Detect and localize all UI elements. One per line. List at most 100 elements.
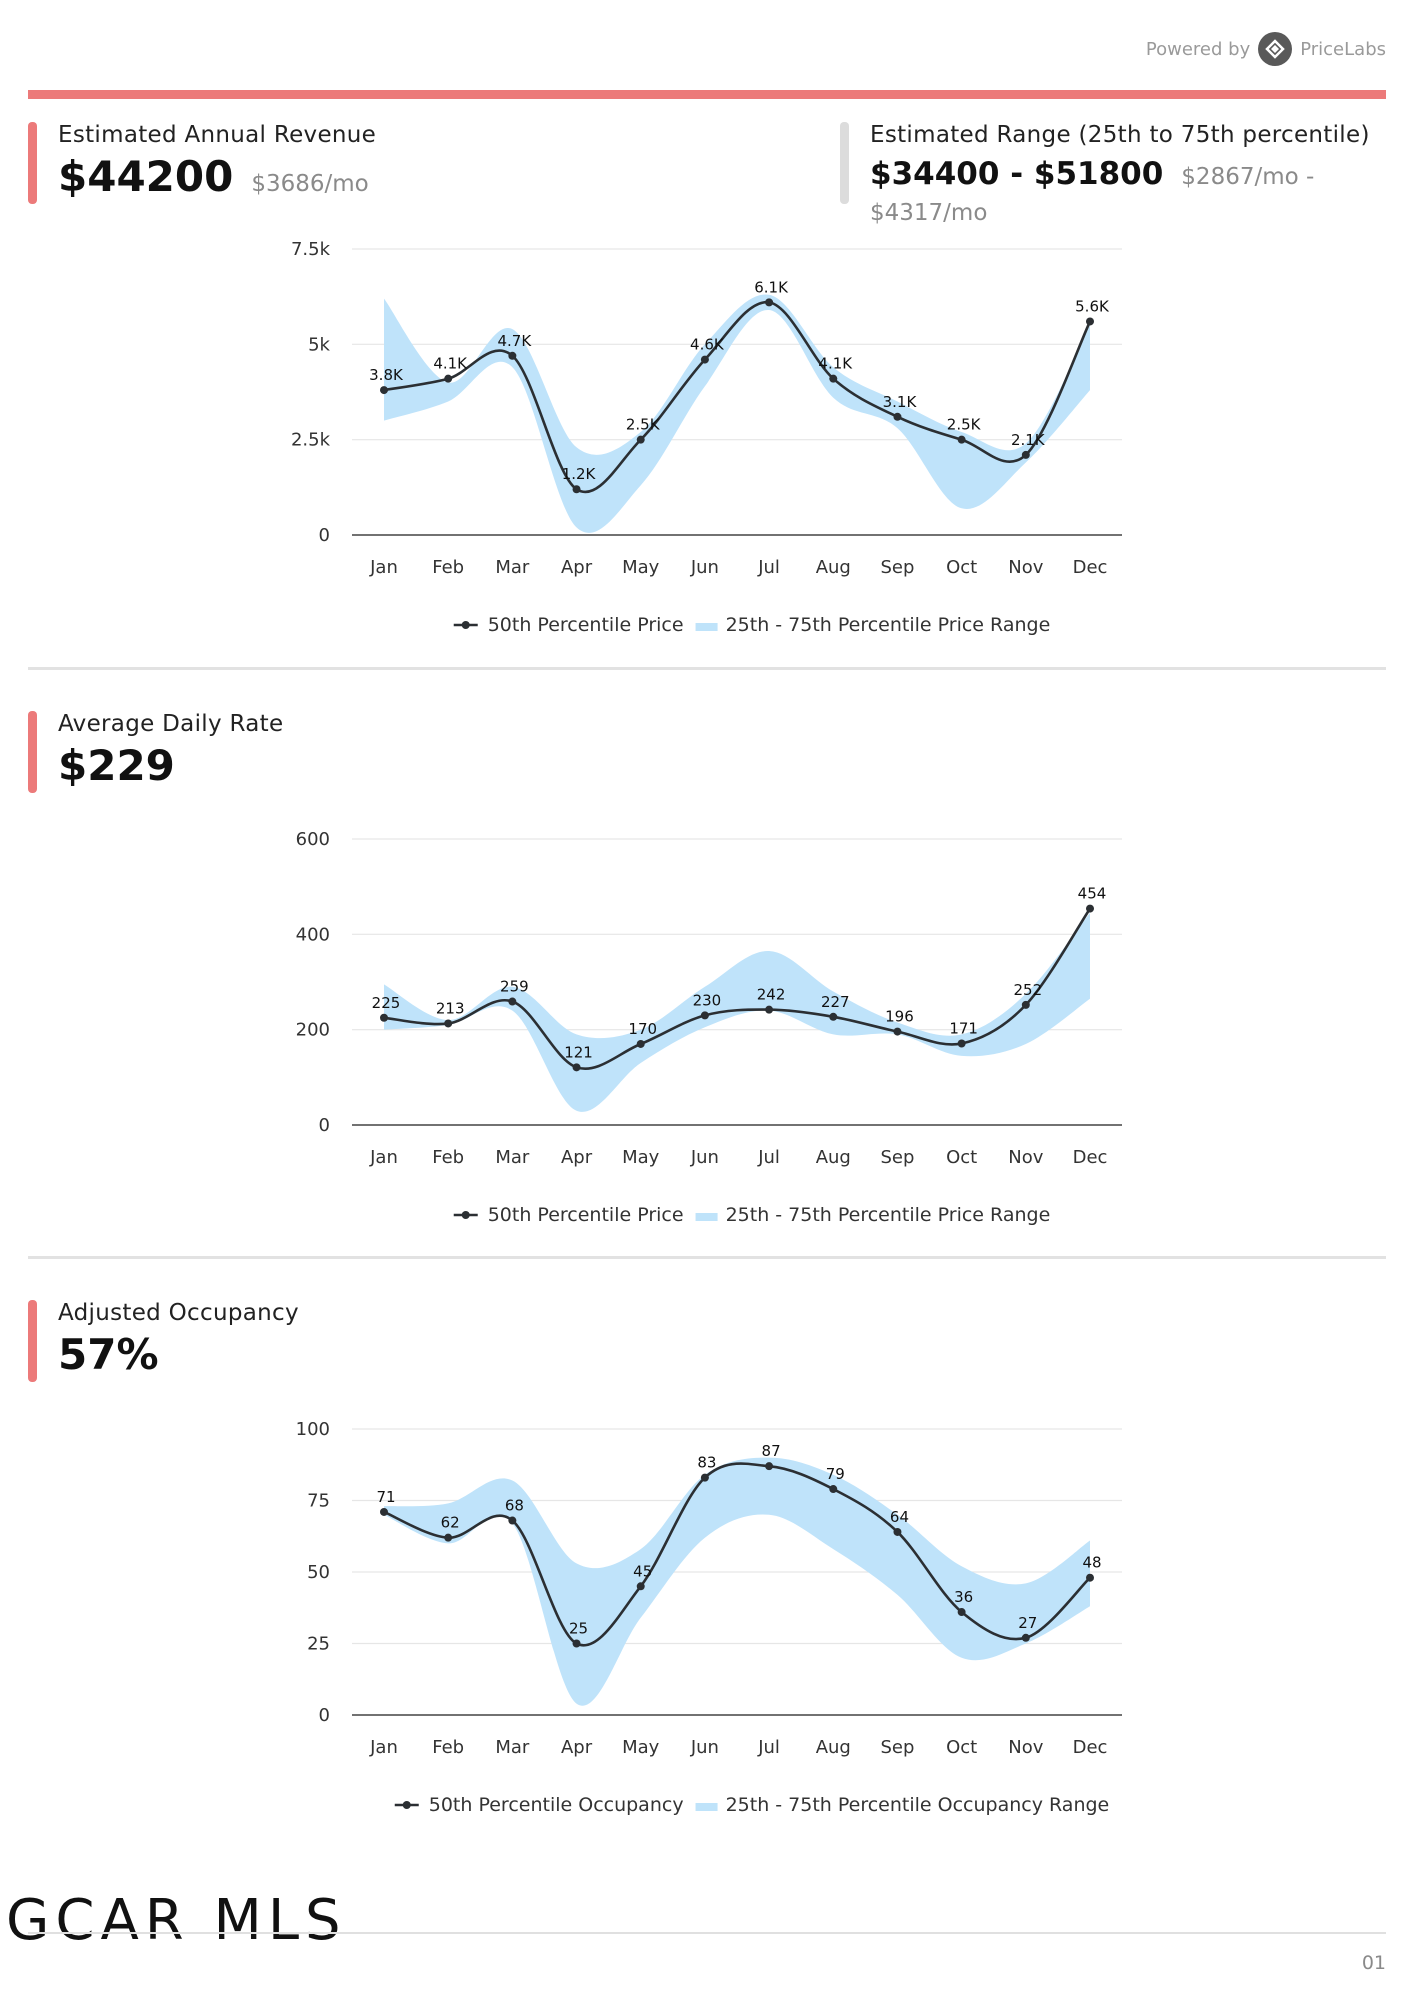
section-divider <box>28 1256 1386 1259</box>
data-point <box>380 386 388 395</box>
data-label: 45 <box>633 1562 652 1580</box>
data-label: 252 <box>1013 981 1042 999</box>
data-point <box>957 435 966 444</box>
data-point <box>957 1039 966 1048</box>
data-label: 225 <box>372 994 401 1012</box>
data-point <box>636 1582 645 1591</box>
x-tick-label: Dec <box>1073 557 1108 578</box>
data-label: 2.5K <box>626 416 661 434</box>
annual-revenue-amount: $44200 <box>58 152 234 201</box>
percentile-range-band <box>384 294 1090 533</box>
data-label: 68 <box>505 1497 524 1515</box>
x-tick-label: Aug <box>816 1147 851 1168</box>
legend-median-dot <box>402 1801 411 1809</box>
data-label: 36 <box>954 1588 973 1606</box>
pricelabs-brand: PriceLabs <box>1300 38 1386 60</box>
data-label: 79 <box>826 1465 845 1483</box>
estimated-range-monthly: $2867/mo - $4317/mo <box>870 164 1315 226</box>
data-label: 4.7K <box>498 332 533 350</box>
x-tick-label: Sep <box>880 1737 914 1758</box>
legend-range-label: 25th - 75th Percentile Price Range <box>726 1204 1051 1226</box>
footer-divider <box>28 1932 1386 1934</box>
x-tick-label: Jun <box>690 557 719 578</box>
data-label: 87 <box>762 1442 781 1460</box>
legend: 50th Percentile Price 25th - 75th Percent… <box>453 1204 1051 1226</box>
estimated-range-value: $34400 - $51800 $2867/mo - $4317/mo <box>870 156 1414 228</box>
y-tick-label: 100 <box>296 1419 330 1440</box>
x-tick-label: May <box>622 557 660 578</box>
x-tick-label: Jun <box>690 1737 719 1758</box>
x-tick-label: Sep <box>880 1147 914 1168</box>
data-label: 71 <box>376 1488 395 1506</box>
x-tick-label: Aug <box>816 557 851 578</box>
legend-range-swatch <box>695 1803 718 1811</box>
occupancy-chart: 0 25 50 75 100 Jan Feb Mar Apr May Jun Jul Aug Sep Oct… <box>296 1419 1122 1816</box>
data-point <box>1021 1000 1030 1009</box>
top-accent-bar <box>28 90 1386 99</box>
data-point <box>636 1039 645 1048</box>
x-tick-label: Apr <box>561 1737 593 1758</box>
y-tick-label: 400 <box>296 924 330 945</box>
adr-label: Average Daily Rate <box>58 711 284 737</box>
accent-marker <box>28 1300 37 1382</box>
legend-median-dot <box>461 621 470 629</box>
data-point <box>893 1527 902 1536</box>
data-point <box>765 298 774 307</box>
data-label: 4.1K <box>433 355 468 373</box>
data-label: 259 <box>500 978 529 996</box>
x-tick-label: Feb <box>432 1147 464 1168</box>
x-tick-label: Apr <box>561 557 593 578</box>
x-tick-label: Aug <box>816 1737 851 1758</box>
y-tick-label: 600 <box>296 829 330 850</box>
data-point <box>700 355 709 364</box>
x-tick-label: May <box>622 1737 660 1758</box>
x-tick-label: Oct <box>946 1737 977 1758</box>
data-point <box>508 997 517 1006</box>
gcar-mls-logo: GCAR MLS <box>6 1888 347 1953</box>
data-point <box>1086 904 1094 913</box>
x-tick-label: Jan <box>369 1147 398 1168</box>
y-tick-label: 0 <box>319 1705 330 1726</box>
data-point <box>829 1485 838 1494</box>
data-point <box>765 1462 774 1471</box>
legend-range-swatch <box>695 1213 718 1221</box>
data-label: 3.1K <box>883 393 918 411</box>
x-tick-label: Jan <box>369 557 398 578</box>
legend-median-label: 50th Percentile Price <box>488 614 684 636</box>
accent-marker <box>28 711 37 793</box>
x-tick-label: Nov <box>1008 1737 1043 1758</box>
y-tick-label: 5k <box>308 334 330 355</box>
percentile-range-band <box>384 912 1090 1112</box>
legend-median-label: 50th Percentile Price <box>488 1204 684 1226</box>
data-point <box>572 1639 581 1648</box>
annual-revenue-stat: Estimated Annual Revenue $44200 $3686/mo <box>28 122 376 204</box>
annual-revenue-monthly: $3686/mo <box>251 171 369 197</box>
data-point <box>957 1608 966 1617</box>
y-tick-label: 75 <box>307 1491 330 1512</box>
data-point <box>700 1473 709 1482</box>
x-tick-label: Oct <box>946 557 977 578</box>
data-label: 48 <box>1082 1554 1101 1572</box>
data-label: 3.8K <box>369 366 404 384</box>
x-tick-label: Nov <box>1008 557 1043 578</box>
x-tick-label: Dec <box>1073 1737 1108 1758</box>
data-point <box>508 351 517 360</box>
x-tick-label: Oct <box>946 1147 977 1168</box>
data-point <box>636 435 645 444</box>
occupancy-label: Adjusted Occupancy <box>58 1300 299 1326</box>
data-point <box>508 1516 517 1525</box>
accent-marker <box>28 122 37 204</box>
page-number: 01 <box>1361 1952 1386 1974</box>
legend-range-swatch <box>695 623 718 631</box>
data-label: 6.1K <box>754 278 789 296</box>
x-tick-label: Jul <box>757 1737 780 1758</box>
estimated-range-amount: $34400 - $51800 <box>870 156 1164 192</box>
x-tick-label: Sep <box>880 557 914 578</box>
data-label: 5.6K <box>1075 297 1110 315</box>
y-tick-label: 25 <box>307 1634 330 1655</box>
data-label: 4.1K <box>818 355 853 373</box>
legend: 50th Percentile Occupancy 25th - 75th Per… <box>394 1794 1109 1816</box>
x-tick-label: Nov <box>1008 1147 1043 1168</box>
pricelabs-logo-icon <box>1258 32 1293 66</box>
data-label: 1.2K <box>562 465 597 483</box>
